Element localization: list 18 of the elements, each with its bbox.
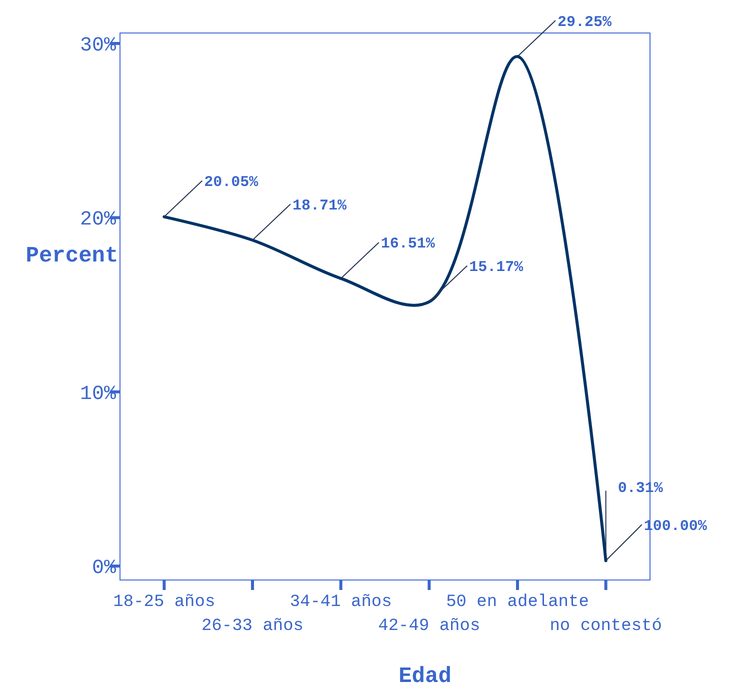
x-tick-label: 34-41 años bbox=[290, 593, 392, 612]
y-tick-label: 30% bbox=[80, 34, 117, 58]
data-label: 20.05% bbox=[204, 174, 260, 192]
data-label: 29.25% bbox=[558, 14, 613, 31]
x-tick-label: 18-25 años bbox=[113, 593, 216, 612]
line-series bbox=[162, 55, 608, 562]
x-axis-title: Edad bbox=[398, 664, 452, 689]
y-tick-label: 20% bbox=[80, 208, 117, 232]
x-tick-label: no contestó bbox=[550, 617, 662, 636]
y-tick-label: 0% bbox=[92, 557, 117, 580]
x-tick-label: 26-33 años bbox=[201, 617, 304, 636]
x-tick-label: 42-49 años bbox=[378, 617, 480, 636]
data-label: 18.71% bbox=[292, 197, 348, 214]
y-axis-title: Percent bbox=[26, 244, 118, 269]
x-tick-label: 50 en adelante bbox=[446, 593, 589, 612]
data-label: 16.51% bbox=[380, 236, 436, 253]
y-tick-label: 10% bbox=[80, 382, 117, 406]
data-label: 15.17% bbox=[469, 259, 524, 276]
